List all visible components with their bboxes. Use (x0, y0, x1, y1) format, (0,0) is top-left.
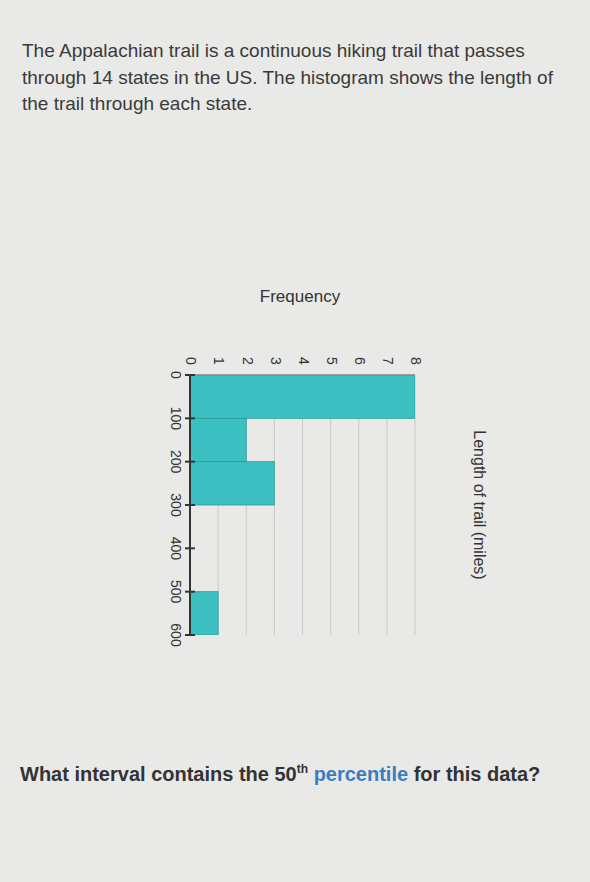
tick-label: 600 (168, 623, 184, 647)
bars (190, 375, 415, 635)
tick (185, 547, 195, 549)
tick-label: 100 (168, 407, 184, 431)
tick (185, 591, 195, 593)
question-part: What interval contains the (20, 763, 274, 785)
bar (190, 418, 246, 461)
question-part (308, 763, 314, 785)
question-part: 50 (274, 763, 296, 785)
tick-label: 7 (380, 357, 396, 365)
tick (185, 417, 195, 419)
tick (185, 634, 195, 636)
tick-label: 0 (183, 357, 199, 365)
tick (185, 504, 195, 506)
question-part: for this data? (408, 763, 540, 785)
tick (185, 461, 195, 463)
tick-label: 300 (168, 493, 184, 517)
bar (190, 462, 274, 505)
tick-label: 5 (324, 357, 340, 365)
bar (190, 375, 415, 418)
tick-label: 3 (268, 357, 284, 365)
chart: 0 1 2 3 4 5 6 7 8 0 100 200 300 400 500 600 Frequency Len… (0, 0, 590, 882)
tick-label: 400 (168, 537, 184, 561)
tick-label: 4 (296, 357, 312, 365)
tick-label: 6 (352, 357, 368, 365)
paragraph: The Appalachian trail is a continuous hi… (22, 38, 570, 118)
axis-label: Frequency (260, 287, 341, 306)
tick-label: 500 (168, 580, 184, 604)
axis-label: Length of trail (miles) (471, 430, 488, 579)
tick-label: 8 (408, 357, 424, 365)
tick-label: 0 (168, 371, 184, 379)
bar (190, 592, 218, 635)
link[interactable]: percentile (314, 763, 408, 785)
tick-label: 1 (211, 357, 227, 365)
tick-label: 200 (168, 450, 184, 474)
question-part: th (297, 762, 308, 776)
question: What interval contains the 50th percenti… (20, 762, 580, 786)
tick (185, 374, 195, 376)
tick-label: 2 (240, 357, 256, 365)
